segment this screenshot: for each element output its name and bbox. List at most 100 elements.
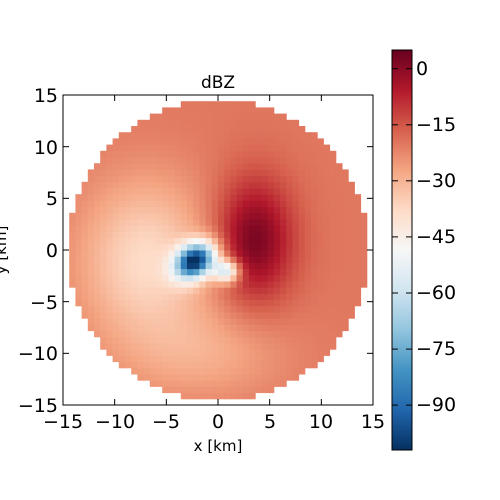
heatmap-cell bbox=[162, 330, 169, 338]
heatmap-cell bbox=[143, 181, 151, 189]
heatmap-cell bbox=[230, 374, 238, 381]
heatmap-cell bbox=[298, 336, 306, 344]
heatmap-cell bbox=[317, 237, 324, 245]
heatmap-cell bbox=[187, 132, 194, 139]
heatmap-cell bbox=[131, 305, 138, 313]
heatmap-cell bbox=[205, 380, 213, 387]
heatmap-cell bbox=[211, 355, 219, 363]
heatmap-cell bbox=[162, 256, 169, 263]
heatmap-cell bbox=[311, 138, 318, 146]
heatmap-cell bbox=[205, 194, 213, 201]
heatmap-cell bbox=[298, 212, 306, 220]
heatmap-cell bbox=[87, 225, 95, 232]
heatmap-cell bbox=[94, 169, 101, 177]
heatmap-cell bbox=[280, 336, 287, 344]
heatmap-cell bbox=[81, 243, 89, 251]
heatmap-cell bbox=[218, 268, 225, 276]
heatmap-cell bbox=[286, 200, 293, 208]
heatmap-cell bbox=[149, 157, 157, 164]
heatmap-cell bbox=[125, 237, 132, 245]
heatmap-cell bbox=[304, 262, 312, 270]
heatmap-cell bbox=[174, 107, 182, 115]
heatmap-cell bbox=[261, 212, 269, 220]
heatmap-cell bbox=[205, 175, 213, 183]
heatmap-cell bbox=[311, 144, 318, 152]
heatmap-cell bbox=[224, 305, 231, 313]
heatmap-cell bbox=[149, 256, 157, 263]
heatmap-cell bbox=[162, 150, 169, 158]
heatmap-cell bbox=[261, 163, 269, 170]
heatmap-cell bbox=[137, 126, 145, 133]
heatmap-cell bbox=[180, 312, 188, 319]
heatmap-cell bbox=[106, 181, 114, 189]
heatmap-cell bbox=[100, 343, 107, 350]
heatmap-cell bbox=[137, 175, 145, 183]
heatmap-cell bbox=[174, 150, 182, 158]
heatmap-cell bbox=[224, 256, 231, 263]
heatmap-cell bbox=[273, 132, 281, 139]
heatmap-cell bbox=[298, 318, 306, 325]
heatmap-cell bbox=[280, 212, 287, 220]
heatmap-cell bbox=[342, 318, 349, 325]
heatmap-cell bbox=[75, 268, 83, 276]
heatmap-cell bbox=[273, 188, 281, 195]
heatmap-cell bbox=[311, 361, 318, 369]
heatmap-cell bbox=[298, 144, 306, 152]
heatmap-cell bbox=[125, 163, 132, 170]
heatmap-cell bbox=[69, 219, 76, 226]
heatmap-cell bbox=[230, 336, 238, 344]
heatmap-cell bbox=[304, 200, 312, 208]
heatmap-cell bbox=[261, 268, 269, 276]
heatmap-cell bbox=[174, 281, 182, 288]
heatmap-cell bbox=[317, 349, 324, 356]
heatmap-cell bbox=[280, 299, 287, 307]
heatmap-cell bbox=[317, 293, 324, 301]
heatmap-cell bbox=[335, 200, 343, 208]
heatmap-cell bbox=[94, 305, 101, 313]
heatmap-cell bbox=[286, 138, 293, 146]
heatmap-cell bbox=[249, 138, 256, 146]
heatmap-cell bbox=[211, 268, 219, 276]
heatmap-cell bbox=[230, 256, 238, 263]
heatmap-cell bbox=[236, 212, 244, 220]
heatmap-cell bbox=[94, 324, 101, 332]
heatmap-cell bbox=[187, 305, 194, 313]
heatmap-cell bbox=[156, 250, 163, 257]
heatmap-cell bbox=[137, 262, 145, 270]
heatmap-cell bbox=[218, 374, 225, 381]
heatmap-cell bbox=[156, 175, 163, 183]
heatmap-cell bbox=[87, 312, 95, 319]
heatmap-cell bbox=[273, 250, 281, 257]
heatmap-cell bbox=[168, 299, 176, 307]
heatmap-cell bbox=[267, 225, 275, 232]
heatmap-cell bbox=[118, 188, 126, 195]
y-tick-label: 15 bbox=[34, 85, 58, 107]
heatmap-cell bbox=[348, 225, 355, 232]
heatmap-cell bbox=[261, 256, 269, 263]
heatmap-cell bbox=[137, 361, 145, 369]
heatmap-cell bbox=[174, 250, 182, 257]
heatmap-cell bbox=[218, 380, 225, 387]
heatmap-cell bbox=[180, 243, 188, 251]
heatmap-cell bbox=[249, 256, 256, 263]
heatmap-cell bbox=[187, 343, 194, 350]
heatmap-cell bbox=[100, 305, 107, 313]
heatmap-cell bbox=[323, 206, 331, 214]
heatmap-cell bbox=[329, 181, 337, 189]
heatmap-cell bbox=[162, 268, 169, 276]
heatmap-cell bbox=[131, 256, 138, 263]
heatmap-cell bbox=[261, 355, 269, 363]
heatmap-cell bbox=[317, 268, 324, 276]
heatmap-cell bbox=[211, 237, 219, 245]
heatmap-cell bbox=[224, 212, 231, 220]
heatmap-cell bbox=[348, 243, 355, 251]
heatmap-cell bbox=[156, 361, 163, 369]
heatmap-cell bbox=[342, 219, 349, 226]
heatmap-cell bbox=[329, 237, 337, 245]
heatmap-cell bbox=[298, 256, 306, 263]
heatmap-cell bbox=[292, 262, 300, 270]
heatmap-cell bbox=[298, 188, 306, 195]
heatmap-cell bbox=[267, 150, 275, 158]
heatmap-cell bbox=[143, 219, 151, 226]
heatmap-cell bbox=[329, 305, 337, 313]
